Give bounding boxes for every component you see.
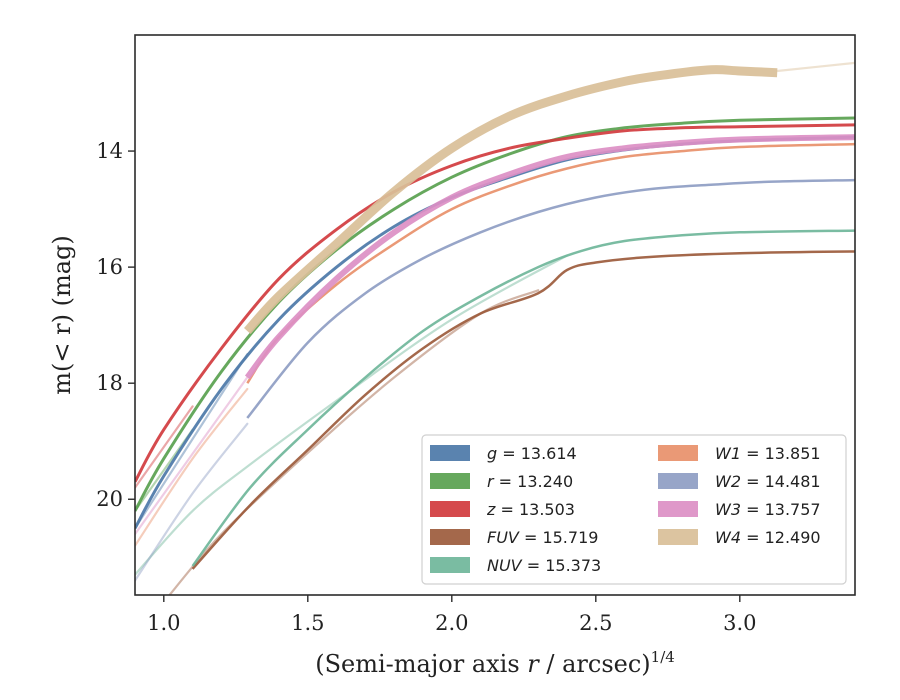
series-nuv-line bbox=[191, 229, 855, 567]
legend-box bbox=[421, 434, 847, 585]
series-w3-faint-line bbox=[135, 376, 249, 536]
legend-items: g = 13.614 r = 13.240 z = 13.503 FUV = 15.7… bbox=[430, 444, 821, 575]
x-axis-title-main: (Semi-major axis bbox=[315, 650, 527, 678]
x-axis-title: (Semi-major axis r / arcsec)1/4 bbox=[315, 648, 675, 678]
x-axis-title-sup: 1/4 bbox=[651, 648, 675, 666]
legend-swatch-w4 bbox=[658, 529, 698, 545]
legend-swatch-w1 bbox=[658, 445, 698, 461]
legend-label-w2: W2 = 14.481 bbox=[715, 472, 821, 491]
plot-frame bbox=[134, 34, 856, 596]
legend-swatch-nuv bbox=[430, 557, 470, 573]
legend-swatch-g bbox=[430, 445, 470, 461]
series-z-line bbox=[135, 123, 855, 483]
legend-label-z: z = 13.503 bbox=[486, 500, 575, 519]
x-tick-label: 1.0 bbox=[147, 611, 180, 635]
x-axis-title-tail: / arcsec) bbox=[539, 650, 651, 678]
legend-label-nuv: NUV = 15.373 bbox=[487, 556, 601, 575]
legend-label-w1: W1 = 13.851 bbox=[715, 444, 821, 463]
series-w3-line bbox=[244, 134, 855, 380]
legend-swatch-w3 bbox=[658, 501, 698, 517]
x-axis-ticks: 1.0 1.5 2.0 2.5 3.0 bbox=[147, 595, 757, 635]
series-lines-layer bbox=[135, 65, 855, 570]
legend-swatch-z bbox=[430, 501, 470, 517]
x-tick-label: 3.0 bbox=[723, 611, 756, 635]
series-w1-faint-line bbox=[135, 387, 249, 547]
y-axis-title: m(< r) (mag) bbox=[48, 235, 76, 394]
legend-swatch-r bbox=[430, 473, 470, 489]
y-tick-label: 18 bbox=[96, 371, 123, 395]
legend-swatch-w2 bbox=[658, 473, 698, 489]
y-tick-label: 16 bbox=[96, 255, 123, 279]
x-tick-label: 2.5 bbox=[579, 611, 612, 635]
series-fuv-line bbox=[191, 250, 855, 570]
x-axis-title-var: r bbox=[527, 650, 540, 678]
series-w4-faint-line bbox=[776, 61, 855, 73]
legend-label-w4: W4 = 12.490 bbox=[715, 528, 821, 547]
x-tick-label: 2.0 bbox=[435, 611, 468, 635]
x-tick-label: 1.5 bbox=[291, 611, 324, 635]
series-nuv-faint-line bbox=[135, 254, 569, 576]
legend-swatch-fuv bbox=[430, 529, 470, 545]
series-w4-line bbox=[243, 65, 778, 335]
series-w2-faint-line bbox=[135, 422, 249, 582]
y-tick-label: 20 bbox=[96, 487, 123, 511]
series-g-faint-line bbox=[135, 353, 249, 530]
series-r-line bbox=[135, 116, 855, 512]
y-tick-label: 14 bbox=[96, 139, 123, 163]
legend-label-w3: W3 = 13.757 bbox=[715, 500, 821, 519]
legend-label-r: r = 13.240 bbox=[487, 472, 573, 491]
legend-label-g: g = 13.614 bbox=[487, 444, 577, 463]
y-axis-ticks: 14 16 18 20 bbox=[96, 139, 135, 511]
legend-label-fuv: FUV = 15.719 bbox=[487, 528, 598, 547]
series-w2-line bbox=[246, 178, 855, 419]
legend: g = 13.614 r = 13.240 z = 13.503 FUV = 15.7… bbox=[421, 434, 847, 585]
series-z-faint-line bbox=[135, 405, 194, 489]
